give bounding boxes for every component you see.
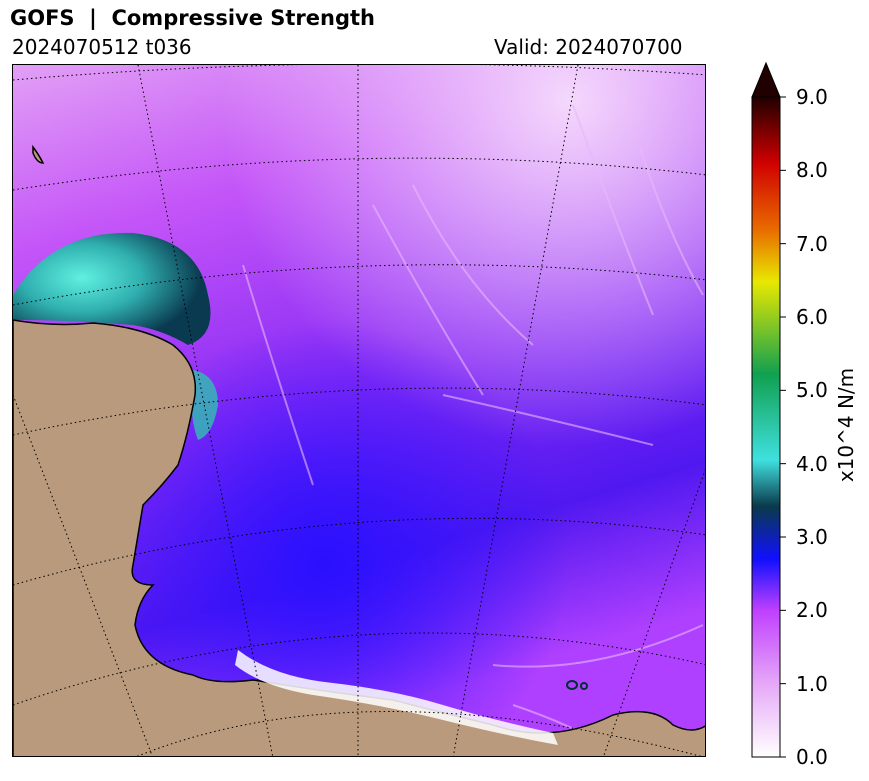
coastal-white-fringe (235, 650, 558, 745)
colorbar-tick-label: 4.0 (796, 451, 828, 476)
colorbar-tick-label: 1.0 (796, 671, 828, 696)
land-mass (13, 319, 705, 756)
colorbar-tick-label: 9.0 (796, 85, 828, 109)
map-canvas (13, 65, 705, 756)
colorbar-tick-label: 6.0 (796, 305, 828, 329)
colorbar-tick-label: 3.0 (796, 525, 828, 549)
graticule (13, 65, 705, 756)
colorbar-ramp (751, 96, 781, 758)
colorbar-extend-arrow (751, 61, 781, 98)
colorbar-tick-label: 7.0 (796, 231, 828, 256)
map-title: GOFS | Compressive Strength (10, 6, 375, 30)
coastal-patch (191, 370, 218, 440)
valid-time-label: Valid: 2024070700 (494, 35, 683, 59)
colorbar-tick-label: 8.0 (796, 158, 828, 183)
colorbar (751, 61, 786, 758)
init-time-label: 2024070512 t036 (12, 35, 192, 59)
colorbar-tick-label: 2.0 (796, 598, 828, 623)
feature-ring (566, 680, 578, 690)
map-panel (12, 64, 706, 757)
colorbar-label: x10^4 N/m (834, 367, 858, 483)
colorbar-tick-label: 0.0 (796, 745, 828, 769)
feature-ring (580, 682, 588, 690)
small-island (32, 144, 45, 164)
ice-leads (242, 104, 704, 756)
colorbar-tick-label: 5.0 (796, 378, 828, 403)
colorbar-ticks (780, 96, 786, 758)
